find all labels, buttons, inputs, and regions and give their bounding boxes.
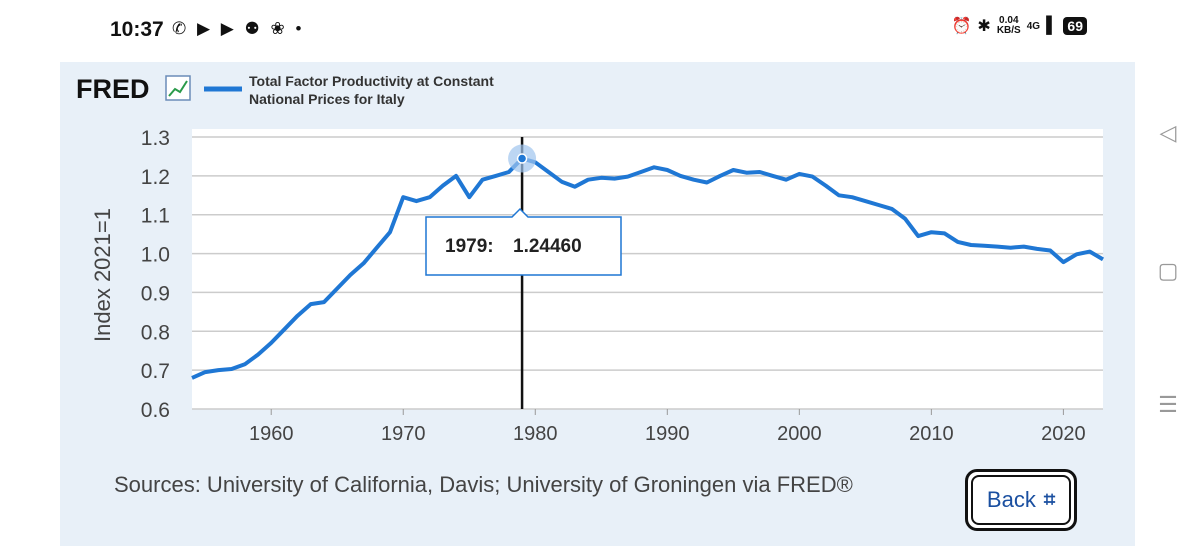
back-button[interactable]: Back ⌗	[965, 469, 1077, 531]
highlight-point[interactable]	[516, 153, 528, 164]
network-speed: 0.04 KB/S	[997, 16, 1021, 36]
grid-lines	[192, 136, 1103, 415]
tooltip: 1979: 1.24460	[425, 207, 622, 276]
tooltip-box	[425, 207, 622, 276]
battery-indicator: 69	[1063, 17, 1087, 35]
network-type: 4G	[1026, 20, 1041, 32]
network-speed-unit: KB/S	[996, 25, 1021, 36]
fred-logo: FRED	[76, 74, 150, 104]
back-button-label: Back	[986, 487, 1036, 512]
status-bar: 10:37 ✆ ▶ ▶ ⚉ ❀ • ⏰ ✱ 0.04 KB/S 4G ▌ 69	[60, 0, 1135, 62]
x-tick-label: 1980	[513, 423, 558, 445]
network-speed-value: 0.04	[999, 15, 1019, 26]
bluetooth-icon: ✱	[977, 18, 991, 35]
recents-icon[interactable]: ☰	[1158, 392, 1178, 417]
x-tick-label: 1970	[381, 423, 426, 445]
y-tick-label: 0.7	[141, 360, 170, 383]
home-square-icon[interactable]: ▢	[1157, 258, 1179, 283]
y-tick-label: 1.3	[141, 127, 170, 150]
alarm-icon: ⏰	[951, 18, 972, 35]
android-nav-bar: ◁ ▢ ☰	[1135, 0, 1200, 546]
tooltip-year: 1979:	[445, 236, 494, 257]
exit-fullscreen-icon: ⌗	[1043, 488, 1056, 511]
x-tick-label: 1960	[249, 423, 294, 445]
series-line	[191, 156, 1105, 380]
y-tick-label: 1.0	[141, 244, 170, 267]
y-tick-label: 1.1	[141, 205, 170, 228]
y-tick-label: 0.6	[141, 399, 170, 422]
y-tick-label: 0.9	[141, 282, 170, 305]
x-tick-label: 2020	[1041, 423, 1086, 445]
y-tick-label: 0.8	[141, 321, 170, 344]
legend-label-line-1: Total Factor Productivity at Constant	[249, 73, 494, 89]
x-tick-labels: 1960 1970 1980 1990 2000 2010 2020	[249, 423, 1086, 445]
signal-icon: ▌	[1046, 17, 1058, 34]
chart-header: FRED Total Factor Productivity at Consta…	[76, 73, 494, 107]
back-triangle-icon[interactable]: ◁	[1159, 120, 1177, 145]
legend-label-line-2: National Prices for Italy	[249, 91, 405, 107]
y-tick-labels: 0.6 0.7 0.8 0.9 1.0 1.1 1.2 1.3	[141, 127, 170, 422]
y-tick-label: 1.2	[141, 166, 170, 189]
status-time: 10:37	[110, 18, 164, 41]
x-tick-label: 1990	[645, 423, 690, 445]
back-button-inner[interactable]: Back ⌗	[971, 475, 1071, 525]
notification-icons: ✆ ▶ ▶ ⚉ ❀ •	[172, 19, 305, 38]
tooltip-value: 1.24460	[513, 236, 582, 257]
line-chart-icon	[165, 75, 191, 101]
system-icons: ⏰ ✱ 0.04 KB/S 4G ▌ 69	[951, 16, 1087, 36]
x-tick-label: 2010	[909, 423, 954, 445]
sources-text: Sources: University of California, Davis…	[114, 472, 853, 497]
y-axis-label: Index 2021=1	[90, 208, 115, 342]
x-tick-label: 2000	[777, 423, 822, 445]
